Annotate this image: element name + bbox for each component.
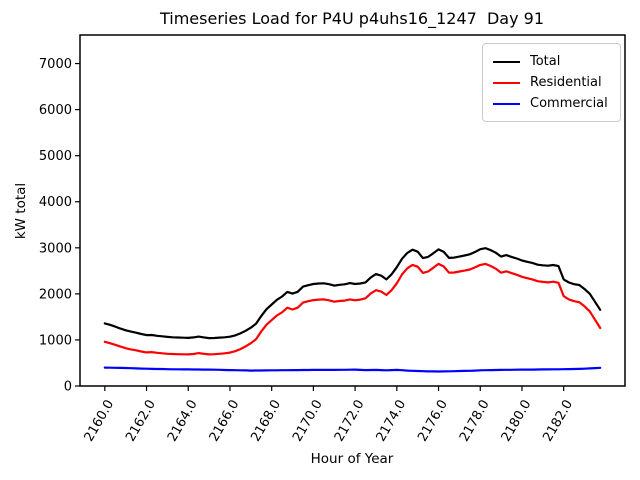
legend: Total Residential Commercial (482, 43, 621, 122)
x-tick-label: 2166.0 (207, 398, 243, 445)
x-tick-label: 2174.0 (374, 398, 410, 445)
legend-label-residential: Residential (530, 75, 602, 90)
y-axis-label: kW total (13, 182, 29, 240)
x-tick-label: 2168.0 (248, 398, 284, 445)
y-tick-label: 2000 (39, 287, 72, 302)
legend-label-total: Total (530, 54, 561, 69)
commercial-line-swatch (493, 102, 520, 105)
y-tick-label: 6000 (39, 103, 72, 118)
x-tick-label: 2172.0 (332, 398, 368, 445)
y-tick-label: 4000 (39, 195, 72, 210)
x-tick-label: 2160.0 (82, 398, 118, 445)
residential-line (103, 262, 602, 356)
x-tick-label: 2170.0 (290, 398, 326, 445)
x-tick-label: 2162.0 (123, 398, 159, 445)
y-tick-label: 5000 (39, 149, 72, 164)
residential-line-swatch (493, 81, 520, 84)
y-tick-label: 7000 (39, 57, 72, 72)
legend-item-total: Total (493, 51, 610, 72)
y-tick-label: 0 (64, 380, 72, 395)
x-tick-label: 2178.0 (457, 398, 493, 445)
x-tick-label: 2182.0 (540, 398, 576, 445)
total-line-swatch (493, 60, 520, 63)
plot-border (79, 34, 626, 387)
y-tick-label: 3000 (39, 241, 72, 256)
legend-item-residential: Residential (493, 72, 610, 93)
x-tick-label: 2176.0 (415, 398, 451, 445)
x-tick-label: 2164.0 (165, 398, 201, 445)
legend-label-commercial: Commercial (530, 96, 608, 111)
y-tick-label: 1000 (39, 333, 72, 348)
total-line (103, 247, 602, 340)
x-axis-label: Hour of Year (310, 451, 394, 467)
chart-title: Timeseries Load for P4U p4uhs16_1247 Day… (159, 9, 545, 28)
commercial-line (103, 366, 602, 373)
legend-item-commercial: Commercial (493, 93, 610, 114)
x-tick-label: 2180.0 (499, 398, 535, 445)
